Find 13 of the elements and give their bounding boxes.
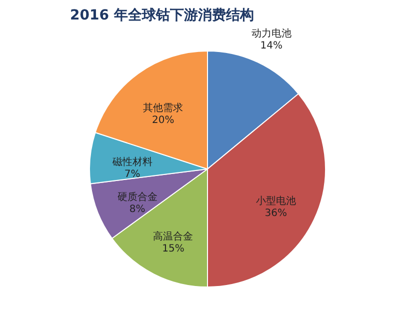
data-label: 8% xyxy=(129,204,146,215)
chart-title: 2016 年全球钴下游消费结构 xyxy=(70,7,254,24)
slice-label: 磁性材料 xyxy=(111,156,152,168)
data-label: 36% xyxy=(264,208,287,220)
data-label: 7% xyxy=(124,168,140,180)
slice-label: 小型电池 xyxy=(256,195,296,208)
data-label: 20% xyxy=(152,114,174,126)
slice-label: 高温合金 xyxy=(153,230,194,242)
slice-label: 其他需求 xyxy=(143,102,184,114)
slice-label: 动力电池 xyxy=(251,27,292,40)
slice-label: 硬质合金 xyxy=(117,190,158,203)
data-label: 15% xyxy=(162,243,184,254)
data-label: 14% xyxy=(260,40,282,52)
